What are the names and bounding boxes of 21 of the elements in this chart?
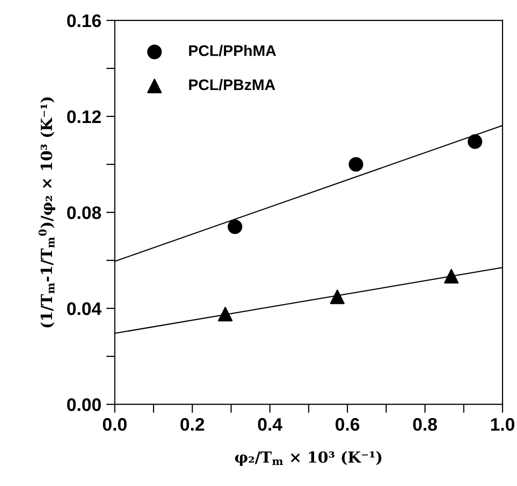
- x-tick-label: 0.0: [102, 418, 127, 431]
- x-tick-label: 0.4: [258, 418, 282, 431]
- x-axis-title: φ₂/T$_{m}$ × 10³ (K⁻¹): [235, 451, 382, 466]
- x-tick-label: 1.0: [491, 418, 514, 431]
- point: [228, 219, 242, 234]
- y-tick-label: 0.08: [67, 206, 102, 220]
- x-tick-label: 0.2: [180, 418, 204, 431]
- x-tick-label: 0.8: [413, 418, 437, 431]
- x-tick-label: 0.6: [336, 418, 360, 431]
- y-tick-label: 0.00: [67, 398, 101, 412]
- y-tick-label: 0.16: [67, 14, 101, 28]
- y-tick-label: 0.12: [67, 110, 101, 124]
- legend-label: PCL/PPhMA: [189, 44, 276, 56]
- y-axis-title: (1/T$_{m}$-1/T$_{m}$$^{0}$)/φ₂ × 10³ (K⁻¹): [38, 97, 56, 328]
- point: [444, 268, 459, 284]
- point: [330, 290, 345, 304]
- point: [468, 134, 482, 149]
- y-tick-label: 0.04: [67, 302, 102, 316]
- point: [348, 157, 364, 172]
- legend-label: PCL/PBzMA: [189, 78, 276, 90]
- point: [218, 306, 233, 322]
